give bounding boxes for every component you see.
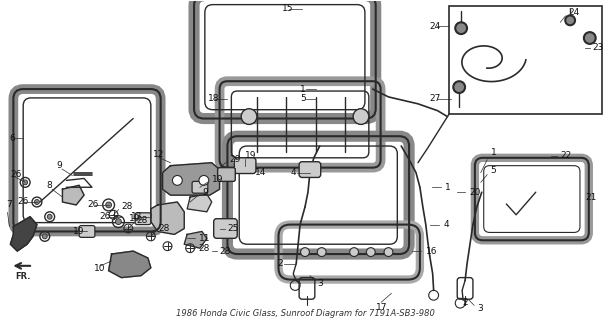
Polygon shape xyxy=(62,185,84,205)
Text: 20: 20 xyxy=(469,188,480,197)
Text: 22: 22 xyxy=(560,151,571,160)
Text: 25: 25 xyxy=(227,224,239,233)
Text: 28: 28 xyxy=(122,203,133,212)
Text: 29: 29 xyxy=(229,155,241,164)
Text: 26: 26 xyxy=(100,212,111,221)
Bar xyxy=(449,6,602,114)
Text: 9: 9 xyxy=(202,188,208,197)
Circle shape xyxy=(241,109,257,124)
Text: 3: 3 xyxy=(477,304,483,313)
Text: 24: 24 xyxy=(568,8,579,17)
Text: 19: 19 xyxy=(212,175,223,184)
Text: 13: 13 xyxy=(131,212,143,221)
Text: 1986 Honda Civic Glass, Sunroof Diagram for 7191A-SB3-980: 1986 Honda Civic Glass, Sunroof Diagram … xyxy=(175,309,434,318)
Text: 26: 26 xyxy=(87,200,98,210)
Text: 26: 26 xyxy=(17,197,29,206)
Circle shape xyxy=(301,248,309,257)
Circle shape xyxy=(115,219,122,225)
Text: 9: 9 xyxy=(57,161,62,170)
FancyBboxPatch shape xyxy=(135,213,151,225)
Text: 5: 5 xyxy=(491,166,496,175)
Polygon shape xyxy=(185,231,207,248)
Circle shape xyxy=(565,15,575,25)
Text: 21: 21 xyxy=(585,193,596,202)
Text: 27: 27 xyxy=(430,94,441,103)
Text: 16: 16 xyxy=(426,247,437,256)
Text: 11: 11 xyxy=(199,234,210,243)
Polygon shape xyxy=(151,202,185,235)
Circle shape xyxy=(42,234,47,239)
FancyBboxPatch shape xyxy=(79,226,95,237)
Text: 8: 8 xyxy=(47,181,53,190)
Text: FR.: FR. xyxy=(15,272,31,281)
Circle shape xyxy=(23,180,27,185)
Text: 2: 2 xyxy=(462,298,468,307)
Polygon shape xyxy=(109,251,151,278)
Circle shape xyxy=(317,248,326,257)
Text: 1: 1 xyxy=(445,183,451,192)
FancyBboxPatch shape xyxy=(218,168,235,181)
Text: 19: 19 xyxy=(130,214,141,223)
FancyBboxPatch shape xyxy=(192,181,208,193)
Circle shape xyxy=(367,248,375,257)
FancyBboxPatch shape xyxy=(234,158,256,173)
Circle shape xyxy=(353,109,369,124)
Text: 26: 26 xyxy=(10,170,22,179)
Text: 19: 19 xyxy=(73,227,85,236)
Circle shape xyxy=(349,248,359,257)
Polygon shape xyxy=(10,217,37,251)
Text: 23: 23 xyxy=(593,43,604,52)
Text: 10: 10 xyxy=(94,264,105,273)
Circle shape xyxy=(34,200,39,204)
Text: 1: 1 xyxy=(300,84,306,93)
Circle shape xyxy=(199,175,209,185)
Polygon shape xyxy=(187,194,212,212)
Text: 1: 1 xyxy=(491,148,496,157)
Text: 4: 4 xyxy=(444,220,449,229)
Text: 17: 17 xyxy=(376,303,387,312)
Circle shape xyxy=(384,248,393,257)
Text: 15: 15 xyxy=(282,4,294,13)
Text: 7: 7 xyxy=(7,200,12,210)
Circle shape xyxy=(584,32,596,44)
Text: 18: 18 xyxy=(208,94,219,103)
Text: 2: 2 xyxy=(277,260,283,268)
Text: 6: 6 xyxy=(9,134,15,143)
Circle shape xyxy=(106,202,112,208)
Text: 28: 28 xyxy=(198,244,210,253)
Text: 5: 5 xyxy=(300,94,306,103)
Circle shape xyxy=(455,22,467,34)
Text: 4: 4 xyxy=(290,168,296,177)
Polygon shape xyxy=(163,163,219,195)
Text: 14: 14 xyxy=(255,168,266,177)
Text: 28: 28 xyxy=(219,247,231,256)
Text: 3: 3 xyxy=(318,279,324,288)
Text: 28: 28 xyxy=(136,216,147,225)
Text: 12: 12 xyxy=(153,150,164,159)
Circle shape xyxy=(453,81,465,93)
Text: 28: 28 xyxy=(159,224,170,233)
FancyBboxPatch shape xyxy=(299,162,321,178)
Circle shape xyxy=(47,214,52,219)
Text: 19: 19 xyxy=(245,151,257,160)
Circle shape xyxy=(172,175,182,185)
FancyBboxPatch shape xyxy=(214,219,237,238)
Text: 24: 24 xyxy=(430,22,441,31)
